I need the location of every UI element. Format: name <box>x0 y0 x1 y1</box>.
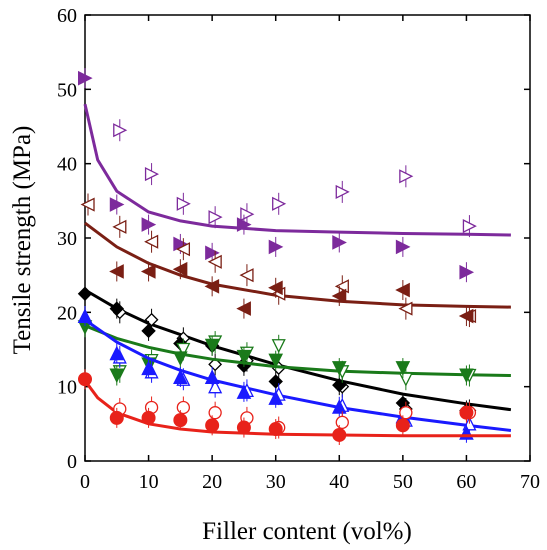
filled-data-point-series-1 <box>268 280 283 296</box>
filled-data-point-series-5 <box>268 422 283 437</box>
x-tick-label: 10 <box>139 471 159 493</box>
filled-data-point-series-5 <box>173 413 188 428</box>
open-data-point-series-0 <box>208 210 223 225</box>
open-data-point-series-1 <box>144 234 159 249</box>
y-tick-label: 20 <box>57 302 77 324</box>
x-tick-label: 70 <box>520 471 540 493</box>
filled-data-point-series-3 <box>459 368 474 384</box>
y-tick-label: 50 <box>57 79 77 101</box>
filled-data-point-series-4 <box>331 399 347 414</box>
open-data-point-series-1 <box>207 254 222 269</box>
filled-data-point-series-1 <box>395 282 410 298</box>
filled-data-point-series-5 <box>236 420 251 435</box>
open-data-point-series-1 <box>80 197 95 212</box>
fit-curve-series-1 <box>84 221 511 309</box>
filled-data-point-series-5 <box>459 405 474 420</box>
open-data-point-series-3 <box>271 339 286 354</box>
open-data-point-series-0 <box>272 196 287 211</box>
filled-data-point-series-0 <box>268 239 284 255</box>
filled-data-point-series-1 <box>236 301 251 316</box>
filled-data-point-series-0 <box>205 245 220 261</box>
x-tick-label: 50 <box>393 471 413 493</box>
open-data-point-series-0 <box>113 123 128 138</box>
x-tick-label: 30 <box>266 471 286 493</box>
open-data-point-series-0 <box>176 196 191 211</box>
filled-data-point-series-4 <box>141 360 156 376</box>
filled-data-point-series-3 <box>331 361 347 376</box>
filled-data-point-series-1 <box>140 264 156 279</box>
fit-curve-series-2 <box>84 288 512 412</box>
fit-curve-series-0 <box>83 103 511 237</box>
open-data-point-series-1 <box>239 268 254 283</box>
filled-data-point-series-1 <box>331 288 347 304</box>
filled-data-point-series-3 <box>395 361 411 376</box>
y-axis-label: Tensile strength (MPa) <box>9 126 36 355</box>
filled-data-point-series-2 <box>268 374 283 389</box>
open-data-point-series-3 <box>398 372 413 387</box>
filled-data-point-series-4 <box>173 369 188 385</box>
y-tick-label: 60 <box>57 5 77 27</box>
filled-data-point-series-4 <box>268 390 284 405</box>
filled-data-point-series-5 <box>109 410 124 425</box>
y-tick-label: 30 <box>57 228 77 250</box>
y-tick-label: 0 <box>67 451 77 473</box>
filled-data-point-series-0 <box>459 264 475 280</box>
filled-data-point-series-4 <box>77 308 93 324</box>
y-tick-label: 40 <box>57 154 77 176</box>
filled-data-point-series-3 <box>109 368 125 384</box>
filled-data-point-series-3 <box>173 351 188 367</box>
filled-data-point-series-2 <box>109 301 124 316</box>
open-data-point-series-1 <box>398 301 413 316</box>
open-data-point-series-5 <box>208 406 222 420</box>
filled-data-point-series-0 <box>332 235 347 250</box>
filled-data-point-series-5 <box>332 427 347 442</box>
open-data-point-series-5 <box>399 406 413 420</box>
filled-data-point-series-2 <box>141 323 156 339</box>
x-axis-label: Filler content (vol%) <box>202 518 412 545</box>
filled-data-point-series-0 <box>395 239 411 255</box>
open-data-point-series-0 <box>399 169 414 184</box>
open-data-point-series-0 <box>462 219 477 234</box>
filled-data-point-series-5 <box>78 372 92 387</box>
filled-data-point-series-4 <box>236 384 252 399</box>
open-data-point-series-0 <box>144 167 160 182</box>
filled-data-point-series-3 <box>268 353 284 369</box>
filled-data-point-series-0 <box>141 217 157 232</box>
x-tick-label: 0 <box>80 471 90 493</box>
filled-data-point-series-5 <box>141 410 156 425</box>
x-tick-label: 40 <box>329 471 349 493</box>
filled-data-point-series-0 <box>78 70 93 86</box>
filled-data-point-series-5 <box>205 418 220 433</box>
filled-data-point-series-1 <box>204 279 220 294</box>
filled-data-point-series-4 <box>204 369 220 385</box>
filled-data-point-series-3 <box>204 338 220 354</box>
open-data-point-series-0 <box>335 184 350 199</box>
filled-data-point-series-0 <box>236 217 252 232</box>
filled-data-point-series-3 <box>236 349 252 365</box>
open-data-point-series-5 <box>176 400 191 415</box>
filled-data-point-series-0 <box>109 197 125 212</box>
x-tick-label: 20 <box>202 471 222 493</box>
filled-data-point-series-1 <box>172 261 188 277</box>
filled-data-point-series-5 <box>395 418 410 433</box>
open-data-point-series-5 <box>335 415 349 429</box>
filled-data-point-series-4 <box>109 345 125 361</box>
y-tick-label: 10 <box>57 377 77 399</box>
open-data-point-series-1 <box>175 242 191 257</box>
filled-data-point-series-1 <box>109 264 124 279</box>
filled-data-point-series-1 <box>458 308 474 324</box>
filled-data-point-series-2 <box>77 286 93 301</box>
open-data-point-series-1 <box>112 219 127 234</box>
x-tick-label: 60 <box>456 471 476 493</box>
